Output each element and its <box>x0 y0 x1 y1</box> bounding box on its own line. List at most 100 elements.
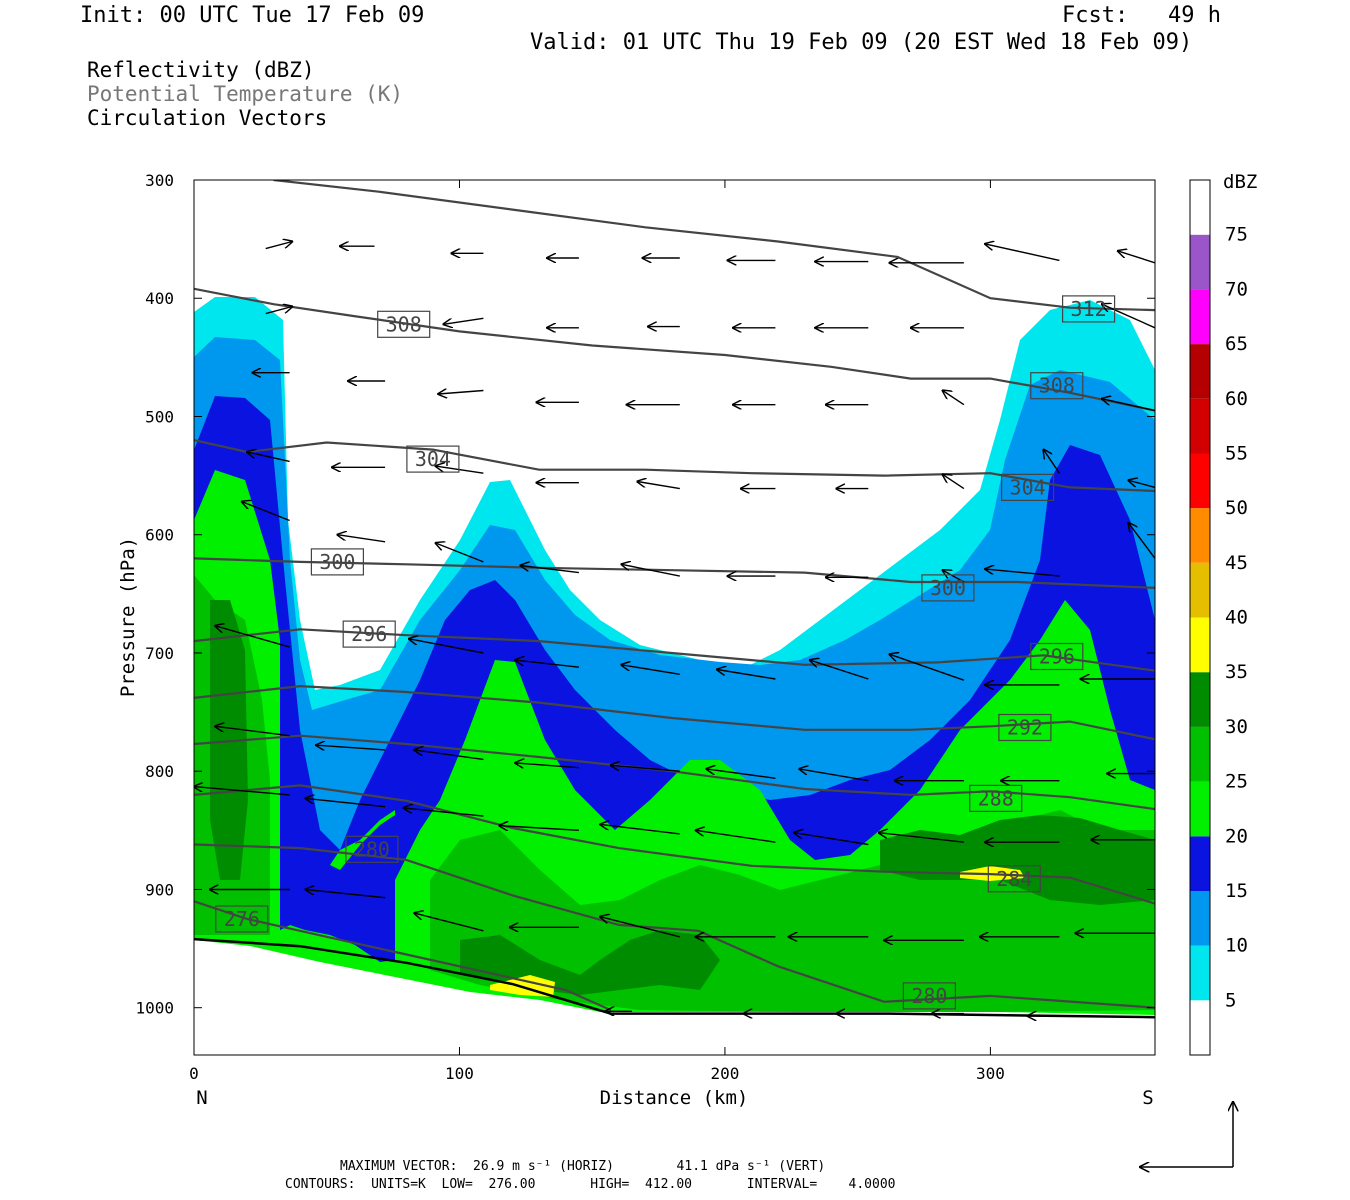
circulation-vector <box>810 660 869 680</box>
circulation-vector <box>515 660 579 668</box>
theta-contour-292 <box>194 684 1155 741</box>
circulation-vector <box>444 317 484 324</box>
x-axis-label: Distance (km) <box>600 1087 749 1109</box>
y-tick-label: 400 <box>145 289 174 308</box>
colorbar-segment <box>1190 180 1210 235</box>
circulation-vector <box>621 665 680 675</box>
colorbar-segment <box>1190 453 1210 509</box>
circulation-vector <box>306 890 386 899</box>
contour-label-312: 312 <box>1071 297 1107 321</box>
contour-label-276: 276 <box>224 907 260 931</box>
circulation-vector <box>247 452 290 463</box>
theta-contour-276 <box>194 900 612 1012</box>
contour-label-box <box>310 548 364 576</box>
circulation-vector <box>985 569 1060 577</box>
circulation-vector <box>621 564 680 577</box>
contour-label-box <box>969 784 1023 813</box>
circulation-vector <box>696 830 776 843</box>
circulation-vector <box>438 391 484 395</box>
contour-label-box <box>902 982 957 1010</box>
y-tick-label: 700 <box>145 644 174 663</box>
contour-label-300: 300 <box>319 550 355 574</box>
circulation-vector <box>1102 399 1155 412</box>
circulation-vector <box>799 769 869 782</box>
theta-contour-labels: 308 304 300 296 280 276 312 308 304 300 296 292 288 2… <box>215 295 1116 1010</box>
plot-frame <box>193 179 1156 1056</box>
colorbar-segment <box>1190 562 1210 618</box>
init-time: Init: 00 UTC Tue 17 Feb 09 <box>80 3 425 28</box>
field-theta: Potential Temperature (K) <box>87 82 404 106</box>
theta-contour-308 <box>273 180 1155 312</box>
field-vectors: Circulation Vectors <box>87 106 328 130</box>
field-reflectivity: Reflectivity (dBZ) <box>87 58 315 82</box>
colorbar-segment <box>1190 289 1210 345</box>
refl-band-30-left <box>210 600 248 880</box>
colorbar-frame <box>1189 179 1211 1056</box>
circulation-vector <box>794 833 869 846</box>
circulation-vector <box>215 726 290 737</box>
contour-label-308: 308 <box>386 312 422 336</box>
circulation-vector <box>242 502 290 522</box>
theta-contour-304 <box>194 439 1155 493</box>
circulation-vector <box>436 466 484 474</box>
colorbar-label: 15 <box>1225 880 1248 902</box>
x-tick-label: 200 <box>710 1064 739 1083</box>
circulation-vector <box>943 570 965 583</box>
x-end-label-north: N <box>196 1087 207 1109</box>
theta-contours <box>194 180 1155 1012</box>
circulation-vector <box>1102 304 1155 329</box>
circulation-vector <box>1129 480 1155 489</box>
circulation-vector <box>943 474 965 490</box>
circulation-vector <box>611 765 680 772</box>
contour-label-288: 288 <box>978 786 1014 810</box>
contour-label-284: 284 <box>996 867 1032 891</box>
theta-contour-312 <box>194 287 1155 412</box>
contour-label-280: 280 <box>354 837 390 861</box>
circulation-vector <box>414 750 484 761</box>
circulation-vector <box>521 566 579 574</box>
refl-band-20-gap <box>280 640 395 962</box>
circulation-vector <box>436 543 484 563</box>
circulation-vector <box>194 787 290 796</box>
colorbar-segment <box>1190 398 1210 454</box>
circulation-vector <box>265 307 293 315</box>
colorbar-segment <box>1190 672 1210 727</box>
contour-label-box <box>1030 642 1084 671</box>
colorbar-segment <box>1190 1000 1210 1055</box>
circulation-vector <box>985 244 1060 262</box>
colorbar-label: 55 <box>1225 442 1248 464</box>
y-tick-label: 800 <box>145 762 174 781</box>
circulation-vector <box>515 763 579 768</box>
contour-label-296: 296 <box>351 622 387 646</box>
x-tick-label: 100 <box>445 1064 474 1083</box>
colorbar-label: 75 <box>1225 224 1248 246</box>
colorbar-label: 20 <box>1225 825 1248 847</box>
colorbar-label: 25 <box>1225 771 1248 793</box>
contour-label-304: 304 <box>415 447 451 471</box>
contour-label-296: 296 <box>1039 645 1075 669</box>
colorbar-label: 10 <box>1225 935 1248 957</box>
y-tick-label: 500 <box>145 407 174 426</box>
circulation-vector <box>890 654 965 681</box>
circulation-vector <box>316 745 386 750</box>
theta-contour-288 <box>194 734 1155 811</box>
colorbar-segment <box>1190 617 1210 673</box>
colorbar-unit: dBZ <box>1223 171 1257 193</box>
y-tick-label: 900 <box>145 880 174 899</box>
colorbar-label: 35 <box>1225 661 1248 683</box>
contour-label-box <box>921 574 975 602</box>
theta-contour-284 <box>194 784 1155 905</box>
circulation-vector <box>637 482 680 490</box>
contour-label-box <box>998 713 1052 742</box>
circulation-vectors <box>194 242 1155 1017</box>
contour-label-292: 292 <box>1007 716 1043 740</box>
contour-label-300: 300 <box>930 576 966 600</box>
y-tick-label: 300 <box>145 171 174 190</box>
circulation-vector <box>499 826 579 831</box>
circulation-vector <box>706 769 776 779</box>
theta-contour-296 <box>194 628 1155 672</box>
colorbar-segment <box>1190 890 1210 946</box>
y-tick-label: 600 <box>145 526 174 545</box>
colorbar-label: 70 <box>1225 278 1248 300</box>
